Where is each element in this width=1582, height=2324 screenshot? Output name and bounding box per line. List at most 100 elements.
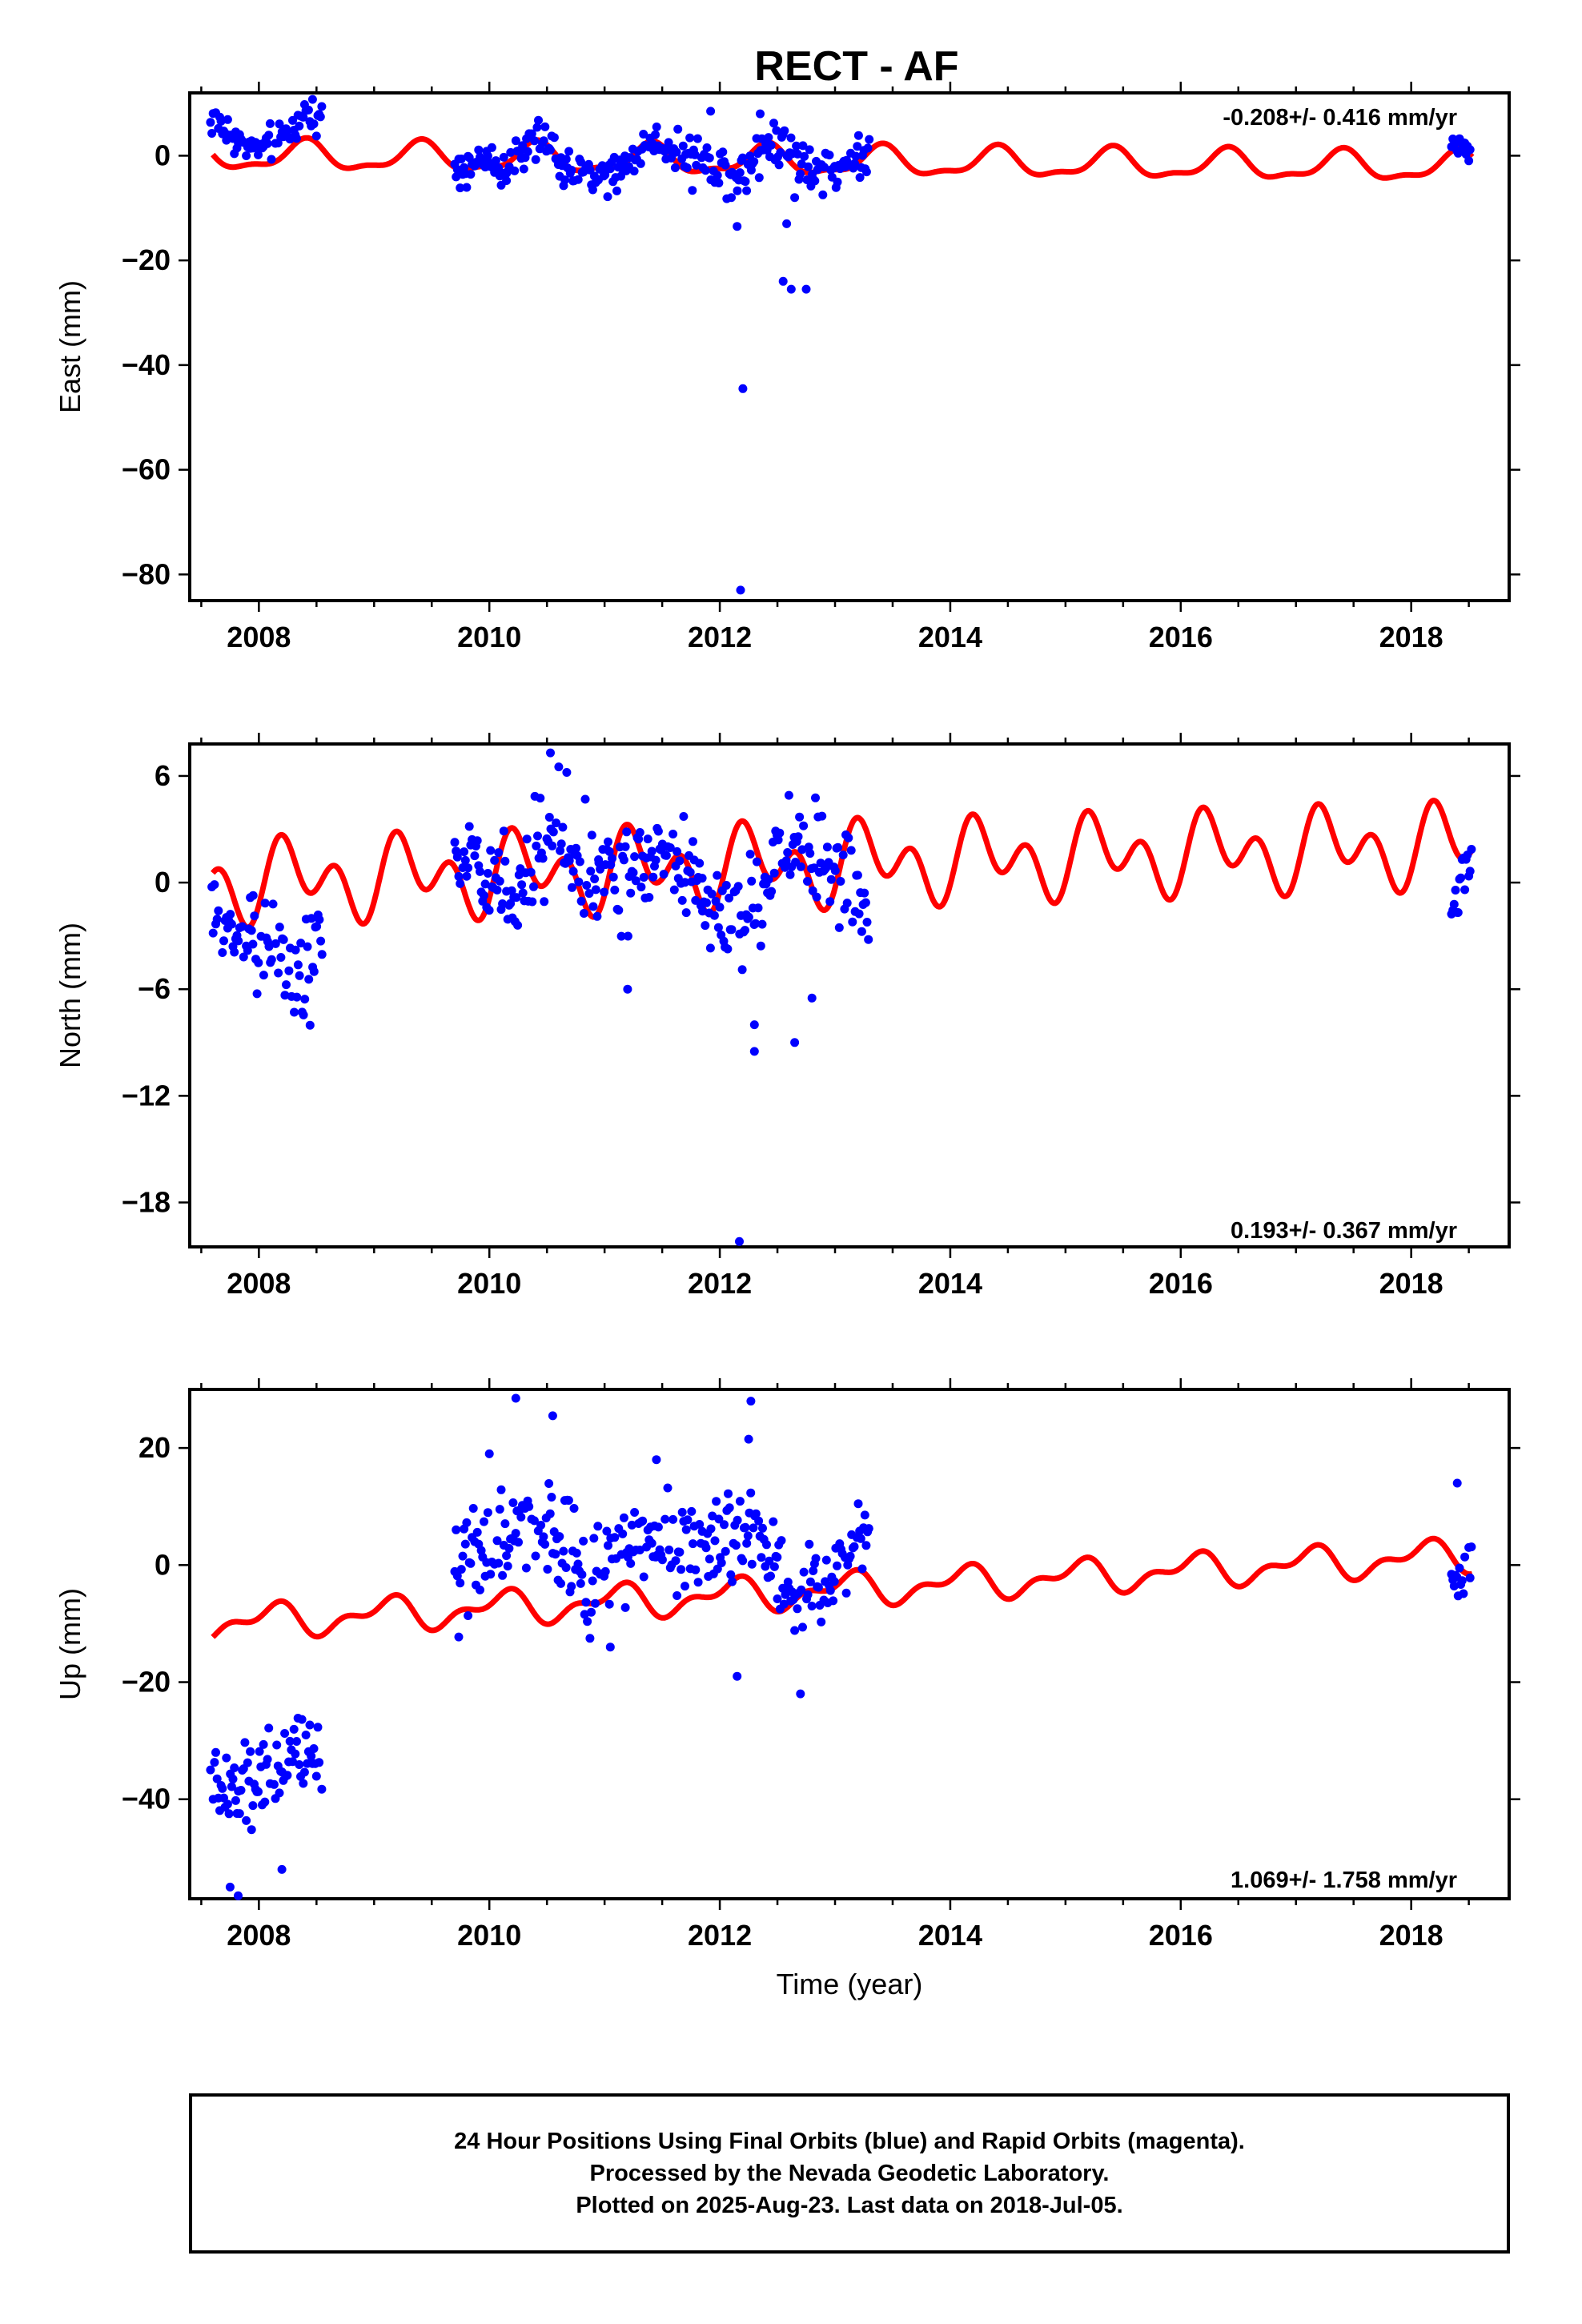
up-y-tick-label: −40 — [122, 1783, 171, 1815]
north-data-point — [214, 906, 223, 915]
north-data-point — [586, 866, 596, 876]
east-data-point — [772, 126, 781, 135]
north-data-point — [702, 898, 711, 907]
north-data-point — [208, 928, 218, 938]
up-data-point — [572, 1548, 581, 1558]
footer-line-2: Processed by the Nevada Geodetic Laborat… — [589, 2161, 1110, 2186]
up-data-point — [545, 1509, 555, 1518]
north-panel: 2008 2010 2012 2014 2016 2018 6 0 −6 −12 −18 North… — [54, 733, 1520, 1300]
up-outlier-point — [234, 1891, 243, 1900]
up-data-point — [673, 1591, 682, 1600]
up-data-point — [665, 1545, 674, 1554]
up-data-point — [218, 1783, 227, 1793]
up-data-point — [647, 1538, 656, 1548]
up-data-point — [521, 1563, 531, 1573]
east-data-point — [303, 105, 313, 115]
up-data-point — [206, 1765, 215, 1775]
up-data-point — [717, 1558, 726, 1567]
up-data-point — [809, 1566, 818, 1575]
north-data-point — [844, 833, 853, 842]
north-data-point — [312, 922, 322, 931]
up-data-point — [849, 1542, 859, 1551]
north-data-point — [540, 897, 549, 907]
up-outlier-point — [652, 1455, 661, 1465]
footer-line-1: 24 Hour Positions Using Final Orbits (bl… — [454, 2129, 1245, 2154]
east-data-point — [527, 129, 536, 139]
north-velocity-label: 0.193+/- 0.367 mm/yr — [1231, 1218, 1457, 1244]
up-data-point — [275, 1788, 284, 1798]
up-data-point — [544, 1479, 554, 1488]
up-data-point — [618, 1529, 628, 1538]
east-x-tick-label: 2014 — [918, 621, 982, 653]
up-outlier-point — [796, 1689, 805, 1699]
east-data-point — [466, 170, 476, 179]
east-data-point — [309, 119, 319, 129]
up-y-tick-label: −20 — [122, 1666, 171, 1699]
up-data-point — [799, 1567, 809, 1577]
up-data-point — [733, 1515, 742, 1525]
north-data-point — [661, 850, 671, 860]
north-data-point — [254, 958, 263, 967]
north-data-point — [830, 866, 840, 875]
north-y-tick-label: −12 — [122, 1079, 171, 1112]
north-data-point — [533, 831, 542, 841]
up-y-tick-label: 20 — [139, 1431, 171, 1464]
up-data-point — [295, 1760, 304, 1769]
north-data-point — [753, 903, 763, 913]
up-data-point — [773, 1553, 782, 1562]
east-data-point — [567, 166, 576, 175]
up-data-point — [689, 1539, 697, 1549]
up-data-point — [813, 1582, 823, 1592]
north-x-tick-label: 2014 — [918, 1267, 982, 1300]
up-data-point — [504, 1544, 514, 1553]
north-data-point — [785, 870, 795, 879]
east-data-point — [735, 168, 745, 178]
east-data-point — [651, 130, 660, 139]
up-data-point — [627, 1520, 636, 1530]
up-data-point — [725, 1503, 734, 1513]
north-data-point — [608, 872, 618, 882]
east-data-point — [317, 102, 327, 111]
east-data-point — [315, 112, 325, 122]
north-data-point — [713, 923, 723, 932]
north-data-point — [247, 926, 256, 935]
up-data-point — [758, 1523, 767, 1533]
north-data-point — [572, 843, 580, 853]
east-data-point — [825, 151, 834, 160]
up-outlier-point — [1452, 1478, 1462, 1488]
up-data-point — [235, 1809, 244, 1819]
up-data-point — [741, 1522, 750, 1532]
north-data-point — [454, 871, 464, 881]
east-outlier-point — [782, 219, 792, 228]
north-data-point — [604, 846, 614, 856]
east-data-point — [603, 192, 612, 202]
east-y-tick-label: −60 — [122, 453, 171, 486]
up-data-point — [460, 1539, 470, 1549]
north-data-point — [582, 881, 592, 890]
up-data-point — [539, 1532, 548, 1542]
up-data-point — [821, 1555, 831, 1565]
east-outlier-point — [733, 222, 742, 231]
east-data-point — [692, 160, 701, 170]
east-data-point — [639, 130, 648, 139]
east-data-point — [793, 149, 802, 159]
east-data-point — [560, 175, 570, 185]
east-data-point — [853, 142, 862, 151]
north-data-point — [464, 822, 474, 831]
north-data-point — [651, 855, 661, 865]
north-data-point — [812, 892, 821, 902]
up-outlier-point — [746, 1397, 756, 1406]
east-data-point — [678, 141, 688, 151]
up-data-point — [706, 1524, 716, 1534]
north-data-point — [552, 818, 561, 828]
east-data-point — [612, 186, 621, 195]
east-outlier-point — [736, 585, 745, 595]
north-data-point — [548, 827, 558, 837]
up-data-point — [777, 1536, 786, 1546]
up-data-point — [724, 1489, 733, 1498]
east-data-point — [636, 159, 645, 168]
up-data-point — [468, 1504, 478, 1513]
north-data-point — [460, 855, 470, 865]
up-data-point — [524, 1502, 534, 1511]
north-data-point — [679, 812, 689, 821]
